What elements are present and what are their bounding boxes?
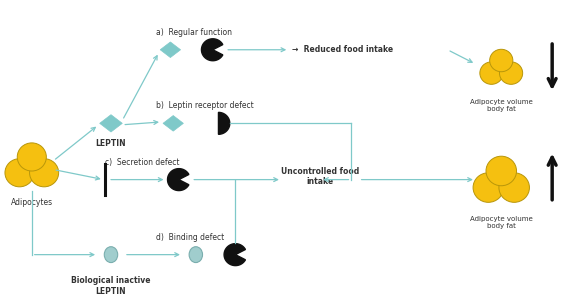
Text: b)  Leptin receptor defect: b) Leptin receptor defect (156, 101, 254, 110)
Ellipse shape (490, 49, 513, 72)
Polygon shape (218, 112, 230, 134)
Ellipse shape (5, 159, 34, 187)
Polygon shape (201, 39, 223, 61)
Text: Adipocyte volume
body fat: Adipocyte volume body fat (470, 216, 532, 229)
Text: Adipocyte volume
body fat: Adipocyte volume body fat (470, 99, 532, 112)
Polygon shape (163, 115, 183, 131)
Polygon shape (167, 169, 189, 190)
Ellipse shape (104, 247, 118, 263)
Ellipse shape (500, 62, 523, 84)
Polygon shape (100, 115, 122, 132)
Ellipse shape (480, 62, 503, 84)
Text: LEPTIN: LEPTIN (96, 139, 126, 148)
Ellipse shape (486, 156, 517, 186)
Text: Uncontrolled food
intake: Uncontrolled food intake (281, 167, 359, 186)
Polygon shape (160, 42, 180, 57)
Text: Adipocytes: Adipocytes (11, 198, 53, 208)
Ellipse shape (17, 143, 46, 171)
Text: Biological inactive
LEPTIN: Biological inactive LEPTIN (71, 276, 151, 296)
Ellipse shape (499, 173, 530, 202)
Text: c)  Secretion defect: c) Secretion defect (105, 158, 180, 167)
Ellipse shape (189, 247, 202, 263)
Text: a)  Regular function: a) Regular function (156, 28, 232, 37)
Ellipse shape (473, 173, 503, 202)
Text: →  Reduced food intake: → Reduced food intake (292, 45, 393, 54)
Ellipse shape (29, 159, 58, 187)
Text: d)  Binding defect: d) Binding defect (156, 233, 225, 242)
Polygon shape (224, 244, 246, 266)
